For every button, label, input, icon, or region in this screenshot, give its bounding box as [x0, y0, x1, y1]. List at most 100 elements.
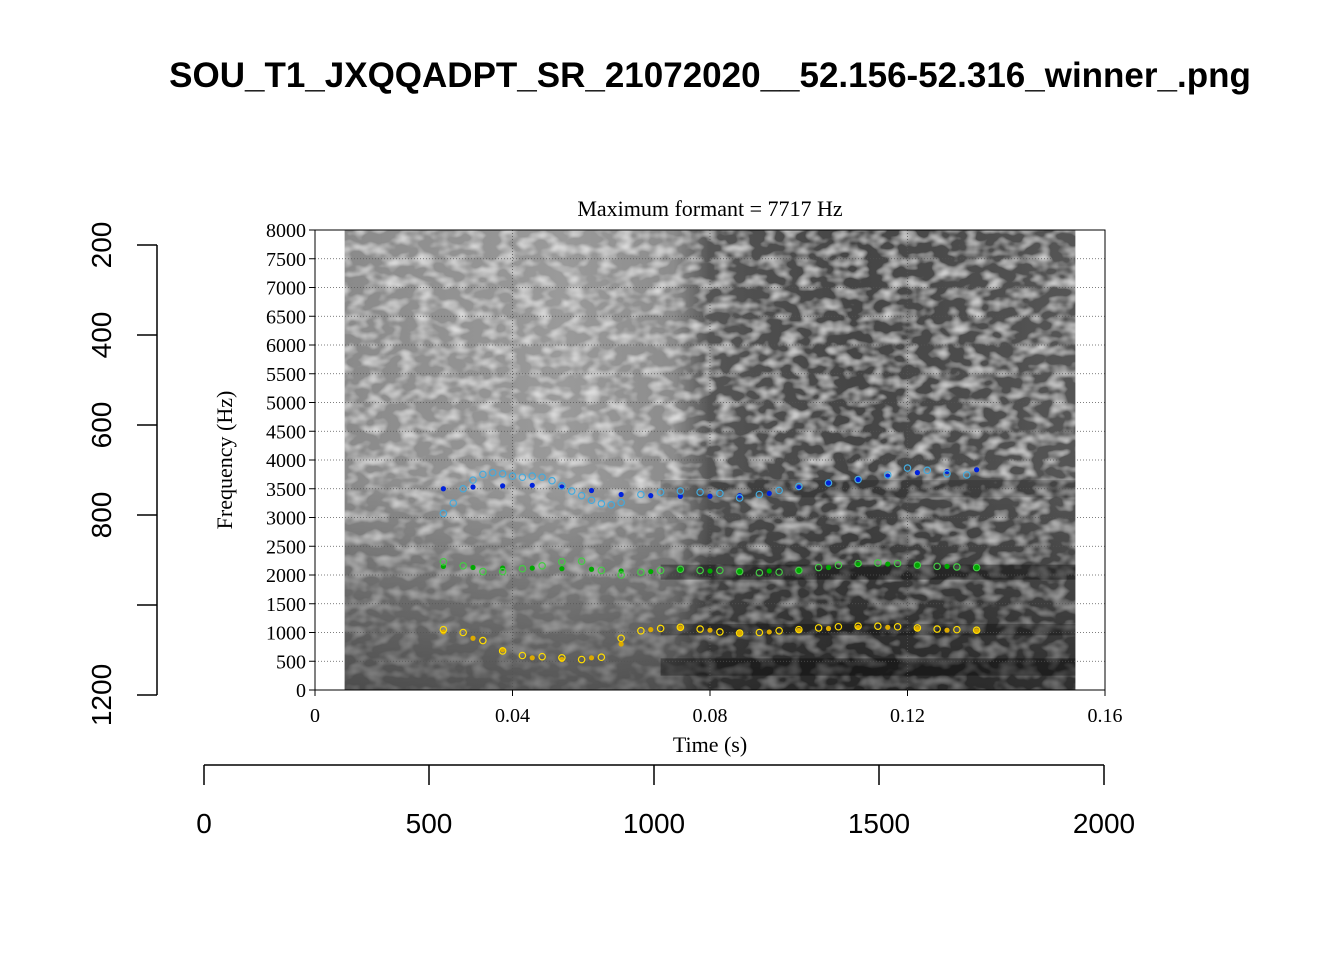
data-point — [498, 567, 507, 576]
y-tick-label: 1500 — [266, 594, 306, 616]
data-point — [953, 625, 961, 634]
data-point — [737, 630, 743, 636]
data-point — [488, 468, 497, 477]
data-point — [529, 482, 535, 488]
data-point — [854, 559, 862, 568]
data-point — [479, 470, 487, 479]
data-point — [775, 568, 783, 576]
x-tick-label: 0.12 — [890, 705, 925, 727]
data-point — [825, 625, 832, 632]
data-point — [825, 564, 832, 571]
data-point — [577, 557, 586, 566]
y-tick-label: 5500 — [266, 364, 306, 386]
data-point — [825, 480, 832, 486]
data-point — [587, 496, 596, 505]
data-point — [933, 562, 941, 571]
data-point — [439, 557, 448, 566]
data-point — [913, 561, 922, 570]
data-point — [766, 490, 772, 496]
data-point — [597, 499, 606, 508]
data-point — [834, 622, 843, 631]
spectrogram-band — [660, 623, 1076, 636]
data-point — [637, 490, 645, 499]
outer-left-tick-label: 1200 — [86, 664, 117, 726]
y-axis-label: Frequency (Hz) — [212, 391, 237, 530]
data-point — [577, 491, 586, 500]
data-point — [559, 566, 565, 572]
data-point — [588, 566, 595, 572]
y-tick-label: 6000 — [266, 335, 306, 357]
data-point — [855, 476, 861, 483]
data-point — [439, 509, 448, 518]
y-tick-label: 3000 — [266, 508, 306, 530]
data-point — [548, 476, 556, 485]
series-5 — [439, 622, 981, 664]
data-point — [944, 627, 950, 633]
x-axis-label: Time (s) — [673, 732, 747, 757]
data-point — [974, 564, 980, 571]
data-point — [735, 494, 744, 502]
y-tick-label: 7500 — [266, 249, 306, 271]
y-tick-label: 4500 — [266, 421, 306, 443]
data-point — [648, 493, 654, 499]
y-tick-label: 6500 — [266, 306, 306, 328]
data-point — [518, 473, 527, 482]
y-tick-label: 3500 — [266, 479, 306, 501]
data-point — [923, 466, 932, 475]
data-point — [944, 468, 950, 475]
data-point — [618, 641, 624, 647]
data-point — [814, 563, 823, 572]
data-point — [914, 470, 920, 476]
data-point — [656, 624, 665, 633]
outer-left-tick-label: 200 — [86, 222, 117, 269]
data-point — [558, 557, 566, 566]
data-point — [735, 629, 744, 637]
data-point — [459, 561, 467, 570]
data-point — [518, 564, 527, 573]
data-point — [479, 636, 487, 645]
x-tick-label: 0 — [310, 705, 320, 727]
data-point — [854, 475, 862, 484]
data-point — [529, 565, 535, 571]
x-tick-label: 0.08 — [693, 705, 728, 727]
spectrogram-band — [660, 564, 1076, 580]
data-point — [538, 561, 546, 570]
y-tick-label: 2500 — [266, 536, 306, 558]
data-point — [558, 482, 566, 490]
data-point — [500, 483, 506, 489]
data-point — [972, 563, 981, 572]
data-point — [775, 486, 783, 495]
y-tick-label: 2000 — [266, 565, 306, 587]
data-point — [498, 469, 507, 478]
outer-left-tick-label: 600 — [86, 402, 117, 449]
data-point — [795, 625, 803, 634]
data-point — [737, 568, 743, 575]
data-point — [440, 486, 446, 492]
data-point — [834, 561, 843, 570]
outer-left-axis: 200 400 600 800 1200 — [86, 222, 158, 726]
data-point — [648, 627, 654, 633]
data-point — [470, 564, 476, 571]
data-point — [914, 625, 920, 632]
y-tick-label: 7000 — [266, 278, 306, 300]
data-point — [974, 628, 980, 634]
data-point — [567, 487, 576, 495]
data-point — [588, 487, 595, 494]
data-point — [558, 653, 566, 662]
outer-bottom-tick-label: 1000 — [623, 808, 685, 839]
data-point — [824, 479, 833, 487]
data-point — [914, 562, 920, 568]
data-point — [766, 568, 772, 574]
data-point — [796, 567, 802, 574]
data-point — [755, 490, 764, 499]
data-point — [618, 491, 624, 498]
data-point — [676, 565, 685, 574]
data-point — [696, 625, 704, 633]
data-point — [479, 567, 487, 576]
y-tick-label: 5000 — [266, 393, 306, 415]
data-point — [696, 566, 704, 575]
spectrogram-band — [660, 658, 1076, 676]
data-point — [656, 566, 665, 575]
y-tick-label: 8000 — [266, 220, 306, 242]
data-point — [893, 559, 902, 568]
